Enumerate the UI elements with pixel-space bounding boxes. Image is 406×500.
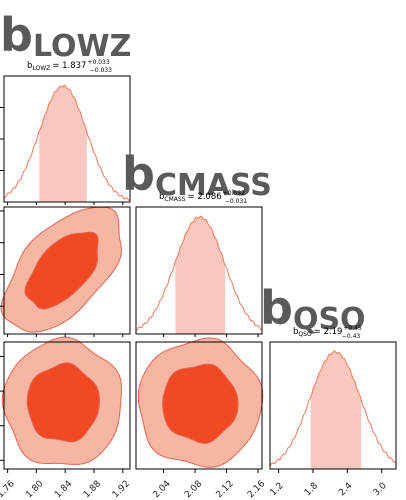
x-tick-label-cmass-2: 2.12: [215, 479, 236, 500]
param-label-sub-lowz: LOWZ: [33, 29, 131, 64]
x-tick-label-qso-2: 2.4: [337, 481, 354, 498]
summary-value-lowz: = 1.837: [52, 61, 86, 71]
hist-curve-qso: [269, 350, 397, 467]
summary-minus-lowz: −0.033: [90, 67, 112, 74]
param-label-main-qso: b: [260, 281, 293, 335]
contour-1sigma-lowz-cmass: [24, 231, 99, 310]
hist-credible-band-lowz: [39, 86, 87, 202]
summary-title-cmass: bCMASS = 2.086+0.032 −0.031: [159, 190, 247, 205]
x-tick-label-lowz-1: 1.80: [24, 479, 45, 500]
panel-frame-qso: [269, 341, 397, 470]
x-tick-label-qso-1: 1.8: [303, 481, 320, 498]
summary-plus-qso: +0.45: [343, 325, 362, 332]
summary-value-cmass: = 2.086: [188, 192, 222, 202]
param-label-main-cmass: b: [122, 147, 155, 201]
summary-minus-cmass: −0.031: [225, 198, 247, 205]
param-label-sub-qso: QSO: [293, 302, 366, 337]
x-tick-label-lowz-3: 1.88: [82, 479, 103, 500]
param-label-lowz: bLOWZ: [0, 8, 131, 64]
param-label-qso: bQSO: [260, 281, 366, 337]
hist-curve-lowz: [3, 84, 131, 202]
summary-sub-cmass: CMASS: [164, 196, 185, 203]
x-tick-label-lowz-2: 1.84: [53, 479, 74, 500]
panel-frame-lowz-qso: [3, 341, 131, 470]
param-label-cmass: bCMASS: [122, 147, 272, 203]
summary-sub-lowz: LOWZ: [32, 65, 50, 72]
summary-title-qso: bQSO = 2.19+0.45 −0.43: [293, 325, 362, 340]
x-tick-label-lowz-4: 1.92: [111, 479, 132, 500]
x-tick-label-cmass-3: 2.16: [246, 479, 267, 500]
hist-credible-band-qso: [310, 352, 362, 469]
hist-credible-band-cmass: [175, 217, 225, 334]
summary-plus-cmass: +0.032: [223, 190, 245, 197]
param-label-main-lowz: b: [0, 8, 33, 62]
contour-1sigma-cmass-qso: [162, 363, 239, 444]
panel-frame-cmass-qso: [135, 341, 263, 470]
param-label-sub-cmass: CMASS: [155, 168, 272, 203]
contour-1sigma-lowz-qso: [26, 362, 101, 443]
x-tick-label-qso-3: 3.0: [372, 481, 389, 498]
summary-plus-lowz: +0.033: [87, 59, 109, 66]
x-tick-label-qso-0: 1.2: [269, 481, 286, 498]
summary-value-qso: = 2.19: [314, 327, 343, 337]
x-tick-label-cmass-0: 2.04: [152, 479, 173, 500]
summary-name-qso: b: [293, 327, 298, 337]
summary-name-cmass: b: [159, 192, 164, 202]
x-tick-label-lowz-0: 1.76: [0, 479, 17, 500]
panel-frame-lowz-cmass: [3, 206, 131, 335]
hist-curve-cmass: [135, 215, 263, 332]
panel-frame-cmass: [135, 206, 263, 335]
x-tick-label-cmass-1: 2.08: [183, 479, 204, 500]
summary-minus-qso: −0.43: [342, 333, 361, 340]
summary-title-lowz: bLOWZ = 1.837+0.033 −0.033: [27, 59, 112, 74]
summary-name-lowz: b: [27, 61, 32, 71]
summary-sub-qso: QSO: [298, 331, 312, 338]
